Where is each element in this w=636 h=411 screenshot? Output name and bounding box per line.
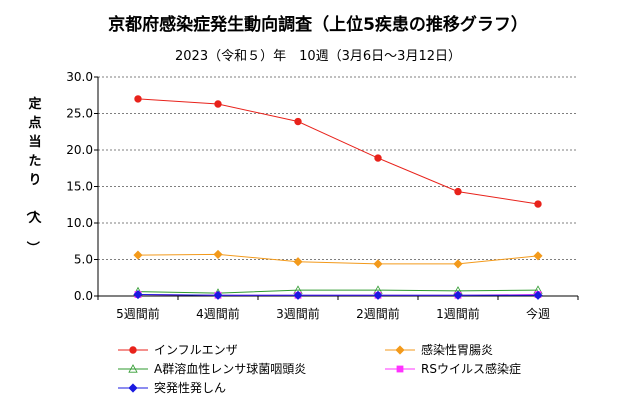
series-1 — [134, 95, 542, 208]
data-point — [134, 95, 142, 103]
x-tick-label: 5週間前 — [116, 306, 160, 321]
data-point — [133, 289, 143, 300]
series-5 — [133, 289, 543, 300]
data-point — [293, 257, 303, 267]
data-point — [293, 290, 303, 300]
y-axis-label: 定点当たり（人） — [24, 96, 42, 254]
y-tick-label: 5.0 — [74, 253, 93, 267]
series-line — [137, 98, 539, 205]
legend-item: A群溶血性レンサ球菌咽頭炎 — [118, 361, 306, 376]
legend-marker — [129, 346, 137, 354]
data-point — [534, 200, 542, 208]
y-tick-label: 15.0 — [66, 180, 93, 194]
legend-item: インフルエンザ — [118, 343, 238, 357]
data-point — [453, 259, 463, 269]
chart-title: 京都府感染症発生動向調査（上位5疾患の推移グラフ） — [108, 14, 528, 35]
data-point — [374, 154, 382, 162]
y-tick-label: 20.0 — [66, 143, 93, 157]
data-point — [133, 250, 143, 260]
data-point — [213, 249, 223, 259]
legend-label: インフルエンザ — [154, 343, 238, 357]
series-line — [137, 253, 539, 265]
series-group — [133, 95, 543, 300]
legend: インフルエンザ 感染性胃腸炎 A群溶血性レンサ球菌咽頭炎 RSウイルス感染症突発性発し… — [118, 342, 521, 395]
data-point — [294, 117, 302, 126]
data-point — [214, 100, 222, 108]
legend-label: A群溶血性レンサ球菌咽頭炎 — [154, 361, 306, 376]
legend-item: 感染性胃腸炎 — [385, 342, 493, 357]
data-point — [453, 290, 463, 300]
data-point — [533, 251, 543, 261]
x-tick-label: 3週間前 — [276, 306, 320, 321]
x-tick-label: 4週間前 — [196, 306, 240, 321]
x-tick-label: 1週間前 — [436, 306, 480, 321]
legend-label: RSウイルス感染症 — [421, 361, 521, 376]
x-tick-label: 今週 — [526, 306, 550, 321]
legend-marker — [396, 365, 404, 373]
legend-label: 感染性胃腸炎 — [421, 342, 493, 357]
y-tick-labels: 0.0 5.0 10.0 15.0 20.0 25.0 30.0 — [66, 70, 93, 303]
legend-item: 突発性発しん — [118, 380, 226, 395]
legend-marker — [128, 364, 138, 373]
data-point — [373, 290, 383, 300]
y-tick-label: 0.0 — [74, 289, 93, 303]
series-line — [137, 294, 538, 296]
series-line — [137, 289, 539, 294]
data-point — [454, 187, 462, 196]
y-tick-label: 30.0 — [66, 70, 93, 84]
legend-item: RSウイルス感染症 — [385, 361, 521, 376]
data-point — [213, 290, 223, 300]
y-tick-label: 10.0 — [66, 216, 93, 230]
x-tick-labels: 5週間前 4週間前 3週間前 2週間前 1週間前 今週 — [116, 306, 550, 321]
grid-lines — [98, 76, 578, 260]
chart-subtitle: 2023（令和５）年 10週（3月6日～3月12日） — [175, 49, 461, 64]
data-point — [533, 290, 543, 300]
series-2 — [133, 249, 543, 269]
x-tick-label: 2週間前 — [356, 306, 400, 321]
legend-marker — [395, 345, 405, 355]
legend-label: 突発性発しん — [154, 380, 226, 395]
data-point — [373, 259, 383, 269]
axes — [94, 76, 579, 300]
y-tick-label: 25.0 — [66, 107, 93, 121]
legend-marker — [128, 383, 138, 393]
